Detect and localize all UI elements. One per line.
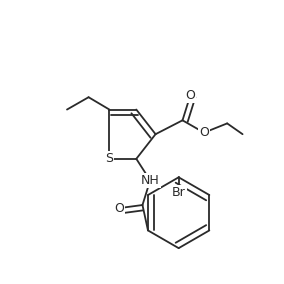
Text: S: S xyxy=(105,152,113,165)
Text: Br: Br xyxy=(172,186,185,199)
Text: NH: NH xyxy=(141,174,160,187)
Text: O: O xyxy=(114,202,124,215)
Text: O: O xyxy=(199,126,209,139)
Text: O: O xyxy=(185,89,195,102)
